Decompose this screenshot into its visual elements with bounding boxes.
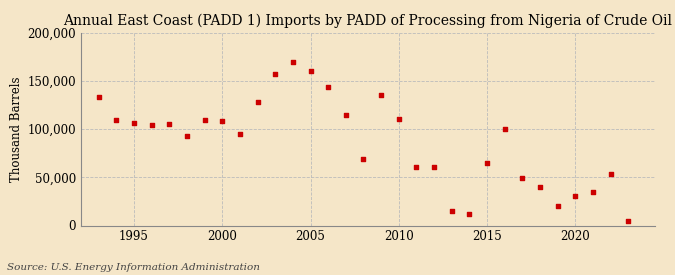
Point — [394, 116, 404, 121]
Point — [517, 176, 528, 180]
Point — [164, 122, 175, 127]
Point — [482, 161, 493, 165]
Point — [340, 113, 351, 117]
Point — [429, 164, 439, 169]
Point — [535, 185, 545, 189]
Point — [411, 164, 422, 169]
Point — [146, 123, 157, 128]
Point — [217, 118, 227, 123]
Point — [270, 72, 281, 76]
Point — [605, 172, 616, 177]
Point — [128, 120, 139, 125]
Point — [623, 218, 634, 223]
Point — [305, 68, 316, 73]
Point — [446, 209, 457, 213]
Point — [93, 95, 104, 100]
Point — [570, 193, 580, 198]
Point — [252, 100, 263, 104]
Point — [464, 212, 475, 216]
Point — [182, 134, 192, 138]
Point — [358, 157, 369, 161]
Point — [587, 190, 598, 194]
Point — [199, 117, 210, 122]
Point — [552, 204, 563, 208]
Point — [111, 117, 122, 122]
Point — [376, 92, 387, 97]
Title: Annual East Coast (PADD 1) Imports by PADD of Processing from Nigeria of Crude O: Annual East Coast (PADD 1) Imports by PA… — [63, 13, 672, 28]
Point — [500, 127, 510, 131]
Y-axis label: Thousand Barrels: Thousand Barrels — [10, 76, 24, 182]
Point — [323, 85, 333, 89]
Point — [288, 60, 298, 64]
Text: Source: U.S. Energy Information Administration: Source: U.S. Energy Information Administ… — [7, 263, 260, 272]
Point — [234, 132, 245, 136]
